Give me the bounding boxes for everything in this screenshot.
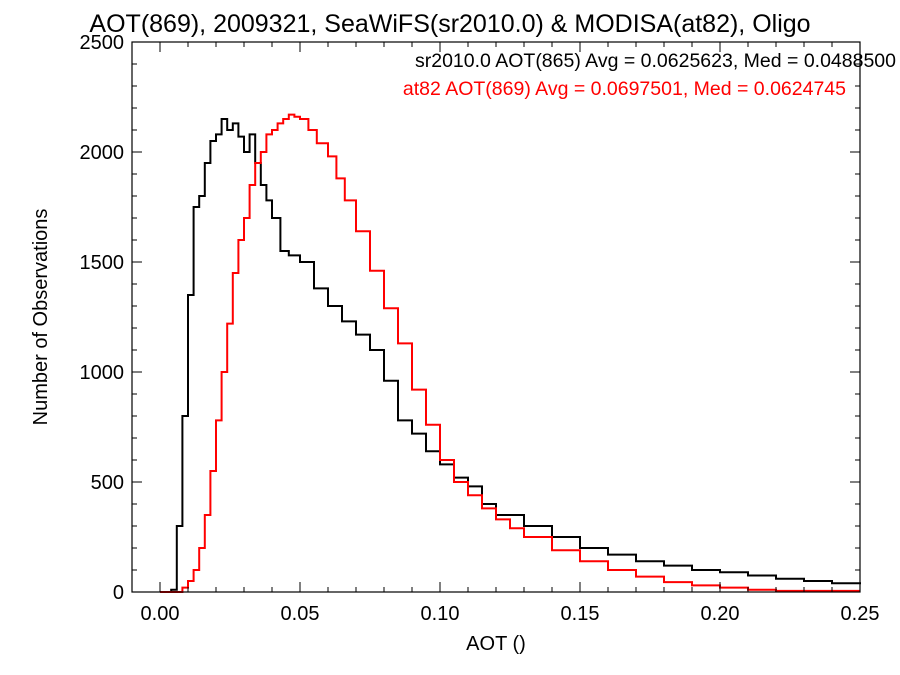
series-line-sr2010-0: [160, 118, 861, 593]
y-tick-label: 500: [91, 472, 124, 494]
x-tick-label: 0.20: [701, 603, 740, 625]
x-tick-label: 0.15: [561, 603, 600, 625]
y-tick-label: 1000: [80, 362, 125, 384]
chart-title: AOT(869), 2009321, SeaWiFS(sr2010.0) & M…: [89, 10, 810, 38]
legend-entry-sr2010: sr2010.0 AOT(865) Avg = 0.0625623, Med =…: [415, 50, 896, 72]
y-tick-label: 0: [113, 582, 124, 604]
y-tick-label: 2500: [80, 32, 125, 54]
series-group: [160, 113, 861, 593]
x-tick-label: 0.05: [281, 603, 320, 625]
y-tick-label: 2000: [80, 142, 125, 164]
y-axis-label: Number of Observations: [30, 209, 52, 426]
x-axis: 0.00 0.05 0.10 0.15 0.20 0.25: [141, 42, 880, 625]
legend-entry-at82: at82 AOT(869) Avg = 0.0697501, Med = 0.0…: [403, 78, 846, 100]
x-tick-label: 0.00: [141, 603, 180, 625]
x-tick-label: 0.25: [841, 603, 880, 625]
y-axis: 0 500 1000 1500 2000 2500: [80, 32, 860, 604]
x-tick-label: 0.10: [421, 603, 460, 625]
series-line-at82: [160, 113, 860, 593]
y-tick-label: 1500: [80, 252, 125, 274]
x-axis-label: AOT (): [466, 633, 526, 655]
